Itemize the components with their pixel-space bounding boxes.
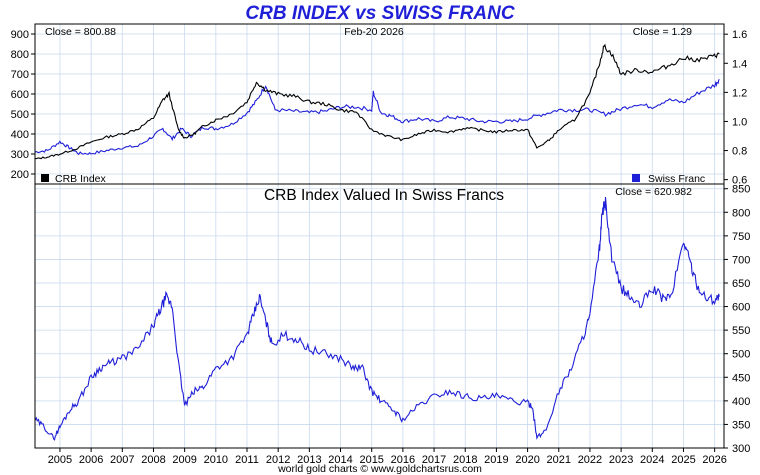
- x-axis-label: 2013: [297, 454, 321, 466]
- upper-close-left: Close = 800.88: [45, 26, 116, 38]
- crb-index-line: [35, 43, 720, 160]
- legend-chf-swatch: [632, 174, 640, 182]
- x-axis-label: 2018: [453, 454, 477, 466]
- lower-axis-label: 400: [732, 396, 750, 408]
- left-axis-label: 500: [11, 109, 29, 121]
- x-axis-label: 2024: [640, 454, 664, 466]
- left-axis-label: 600: [11, 89, 29, 101]
- left-axis-label: 300: [11, 149, 29, 161]
- lower-panel-title: CRB Index Valued In Swiss Francs: [264, 187, 504, 204]
- upper-series: [34, 43, 720, 160]
- lower-grid: [35, 184, 724, 449]
- x-axis-label: 2015: [359, 454, 383, 466]
- left-axis-label: 400: [11, 129, 29, 141]
- x-axis-label: 2006: [79, 454, 103, 466]
- x-axis-label: 2009: [172, 454, 196, 466]
- x-axis-label: 2017: [422, 454, 446, 466]
- x-axis-label: 2011: [235, 454, 259, 466]
- lower-panel-border: [34, 183, 725, 449]
- left-axis-label: 700: [11, 69, 29, 81]
- lower-axis-label: 300: [732, 443, 750, 455]
- right-axis-label: 1.4: [732, 58, 747, 70]
- right-axis-label: 0.6: [732, 175, 747, 187]
- chart-title: CRB INDEX vs SWISS FRANC: [245, 3, 514, 24]
- x-axis-label: 2008: [141, 454, 165, 466]
- lower-panel-frame: [34, 183, 725, 449]
- lower-axis-label: 650: [732, 278, 750, 290]
- axis-ticks: 200 300 400 500 600 700 800 900 0.6 0.8 1.0 1.2 1.4 1…: [11, 29, 751, 466]
- x-axis-label: 2016: [391, 454, 415, 466]
- lower-axis-label: 500: [732, 349, 750, 361]
- x-axis-label: 2020: [515, 454, 539, 466]
- legend-crb-swatch: [41, 174, 49, 182]
- lower-axis-label: 450: [732, 372, 750, 384]
- right-axis-label: 1.2: [732, 87, 747, 99]
- swiss-franc-line: [34, 78, 720, 156]
- upper-date: Feb-20 2026: [344, 26, 404, 38]
- right-axis-label: 1.6: [732, 29, 747, 41]
- x-axis-label: 2007: [110, 454, 134, 466]
- x-axis-label: 2014: [328, 454, 352, 466]
- lower-close: Close = 620.982: [615, 186, 692, 198]
- crb-in-chf-line: [34, 196, 720, 441]
- upper-close-right: Close = 1.29: [633, 26, 692, 38]
- x-axis-label: 2012: [266, 454, 290, 466]
- left-axis-label: 900: [11, 29, 29, 41]
- x-axis-label: 2021: [547, 454, 571, 466]
- x-axis-label: 2019: [484, 454, 508, 466]
- lower-axis-label: 600: [732, 302, 750, 314]
- footer-credit: world gold charts © www.goldchartsrus.co…: [277, 463, 482, 475]
- lower-axis-label: 750: [732, 231, 750, 243]
- lower-axis-label: 850: [732, 184, 750, 196]
- lower-axis-label: 700: [732, 254, 750, 266]
- x-axis-label: 2005: [48, 454, 72, 466]
- legend-chf-label: Swiss Franc: [648, 173, 705, 185]
- legend-crb-label: CRB Index: [55, 173, 107, 185]
- left-axis-label: 200: [11, 169, 29, 181]
- x-axis-label: 2010: [204, 454, 228, 466]
- x-axis-label: 2026: [702, 454, 726, 466]
- x-axis-label: 2023: [609, 454, 633, 466]
- upper-panel-frame: [34, 23, 725, 185]
- lower-axis-label: 800: [732, 207, 750, 219]
- lower-series: [34, 196, 720, 441]
- lower-axis-label: 350: [732, 419, 750, 431]
- right-axis-label: 0.8: [732, 146, 747, 158]
- x-axis-label: 2025: [671, 454, 695, 466]
- lower-axis-label: 550: [732, 325, 750, 337]
- x-axis-label: 2022: [578, 454, 602, 466]
- right-axis-label: 1.0: [732, 116, 747, 128]
- left-axis-label: 800: [11, 49, 29, 61]
